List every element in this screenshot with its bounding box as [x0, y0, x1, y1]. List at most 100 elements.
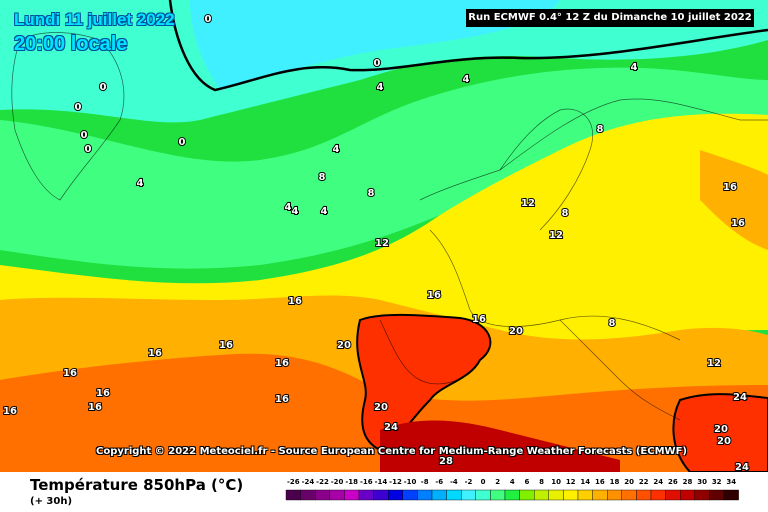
color-scale-tick-label: -22	[316, 478, 329, 486]
color-scale-tick-label: -4	[450, 478, 458, 486]
isotherm-label: 4	[321, 206, 328, 217]
color-scale-tick-label: -12	[389, 478, 402, 486]
color-scale-tick-label: 4	[509, 478, 515, 486]
isotherm-label: 8	[562, 208, 569, 219]
color-scale-swatch	[344, 489, 360, 501]
color-scale-swatch	[533, 489, 549, 501]
isotherm-label: 0	[85, 144, 92, 155]
field-cyan-arctic	[0, 0, 768, 123]
color-scale-tick-label: 18	[609, 478, 620, 486]
isotherm-label: 16	[96, 388, 110, 399]
isotherm-label: 12	[707, 358, 721, 369]
color-scale-tick-label: 34	[726, 478, 737, 486]
isotherm-label: 0	[100, 82, 107, 93]
color-scale-tick-label: 12	[565, 478, 576, 486]
isotherm-label: 16	[3, 406, 17, 417]
color-scale-swatch	[636, 489, 652, 501]
color-scale-tick-label: -24	[301, 478, 315, 486]
color-scale-swatch	[723, 489, 739, 501]
isotherm-label: 4	[285, 202, 292, 213]
isotherm-label: 20	[337, 340, 351, 351]
color-scale-bar	[285, 489, 739, 501]
isotherm-label: 20	[374, 402, 388, 413]
greenland-outline	[11, 32, 125, 201]
forecast-date: Lundi 11 juillet 2022	[14, 10, 175, 29]
color-scale-tick-label: 22	[638, 478, 649, 486]
color-scale-swatch	[387, 489, 403, 501]
color-scale-tick-label: 0	[480, 478, 486, 486]
color-scale-swatch	[300, 489, 316, 501]
isotherm-label: 16	[472, 314, 486, 325]
isotherm-label: 20	[717, 436, 731, 447]
color-scale-swatch	[607, 489, 623, 501]
isotherm-label: 8	[597, 124, 604, 135]
color-scale-swatch	[315, 489, 331, 501]
isotherm-label: 20	[714, 424, 728, 435]
isotherm-label: 8	[368, 188, 375, 199]
copyright-credit: Copyright © 2022 Meteociel.fr - Source E…	[96, 446, 687, 457]
color-scale-swatch	[490, 489, 506, 501]
color-scale-tick-label: 26	[668, 478, 678, 486]
color-scale-swatch	[519, 489, 535, 501]
isotherm-label: 8	[609, 318, 616, 329]
isotherm-label: 4	[292, 206, 299, 217]
color-scale-labels: -26 -24 -22 -20 -18 -16 -14 -12 -10 -8 -6 -4 -2 0 2 4 6 8…	[282, 478, 742, 490]
color-scale-tick-label: 6	[524, 478, 530, 486]
color-scale-swatch	[504, 489, 520, 501]
isotherm-label: 16	[275, 394, 289, 405]
parameter-title: Température 850hPa (°C)	[30, 476, 244, 494]
color-scale-tick-label: -6	[435, 478, 444, 486]
field-east-orange	[700, 150, 768, 250]
color-scale-tick-label: -18	[345, 478, 359, 486]
color-scale-tick-label: 32	[711, 478, 722, 486]
color-scale-swatch	[446, 489, 462, 501]
color-scale-tick-label: -26	[286, 478, 300, 486]
color-scale-swatch	[680, 489, 696, 501]
isotherm-label: 0	[75, 102, 82, 113]
field-yellow-central	[0, 113, 768, 346]
color-scale-swatch	[431, 489, 447, 501]
color-scale-swatch	[285, 489, 301, 501]
scandinavia-outline	[499, 108, 593, 231]
lead-time: (+ 30h)	[30, 496, 73, 507]
field-east-hot	[672, 393, 768, 472]
color-scale-swatch	[329, 489, 345, 501]
europe-outline	[419, 98, 768, 341]
isotherm-label: 4	[137, 178, 144, 189]
isotherm-label: 16	[63, 368, 77, 379]
isotherm-label: 16	[288, 296, 302, 307]
isotherm-label: 24	[733, 392, 747, 403]
color-scale-tick-label: 14	[580, 478, 591, 486]
run-info-banner: Run ECMWF 0.4° 12 Z du Dimanche 10 juill…	[466, 9, 754, 27]
color-scale-tick-label: -2	[464, 478, 473, 486]
color-scale-swatch	[563, 489, 579, 501]
isotherm-label: 24	[735, 462, 749, 472]
color-scale-tick-label: 16	[595, 478, 605, 486]
isotherm-label: 0	[81, 130, 88, 141]
color-scale-tick-label: -16	[359, 478, 373, 486]
color-scale-swatch	[548, 489, 564, 501]
color-scale-swatch	[665, 489, 681, 501]
isotherm-label: 16	[219, 340, 233, 351]
isotherm-label: 12	[375, 238, 389, 249]
color-scale-swatch	[592, 489, 608, 501]
color-scale-tick-label: -8	[420, 478, 429, 486]
color-scale-swatch	[402, 489, 418, 501]
isotherm-label: 12	[549, 230, 563, 241]
color-scale-swatch	[650, 489, 666, 501]
color-scale-swatch	[577, 489, 593, 501]
isotherm-label: 24	[384, 422, 398, 433]
color-scale-swatch	[373, 489, 389, 501]
zero-isotherm	[168, 0, 768, 92]
color-scale-swatch	[358, 489, 374, 501]
color-scale-swatch	[709, 489, 725, 501]
color-scale-tick-label: -20	[330, 478, 344, 486]
color-scale-swatch	[460, 489, 476, 501]
color-scale-tick-label: 8	[539, 478, 544, 486]
forecast-time: 20:00 locale	[14, 33, 128, 55]
isotherm-label: 16	[723, 182, 737, 193]
field-iberia-red	[356, 313, 492, 452]
